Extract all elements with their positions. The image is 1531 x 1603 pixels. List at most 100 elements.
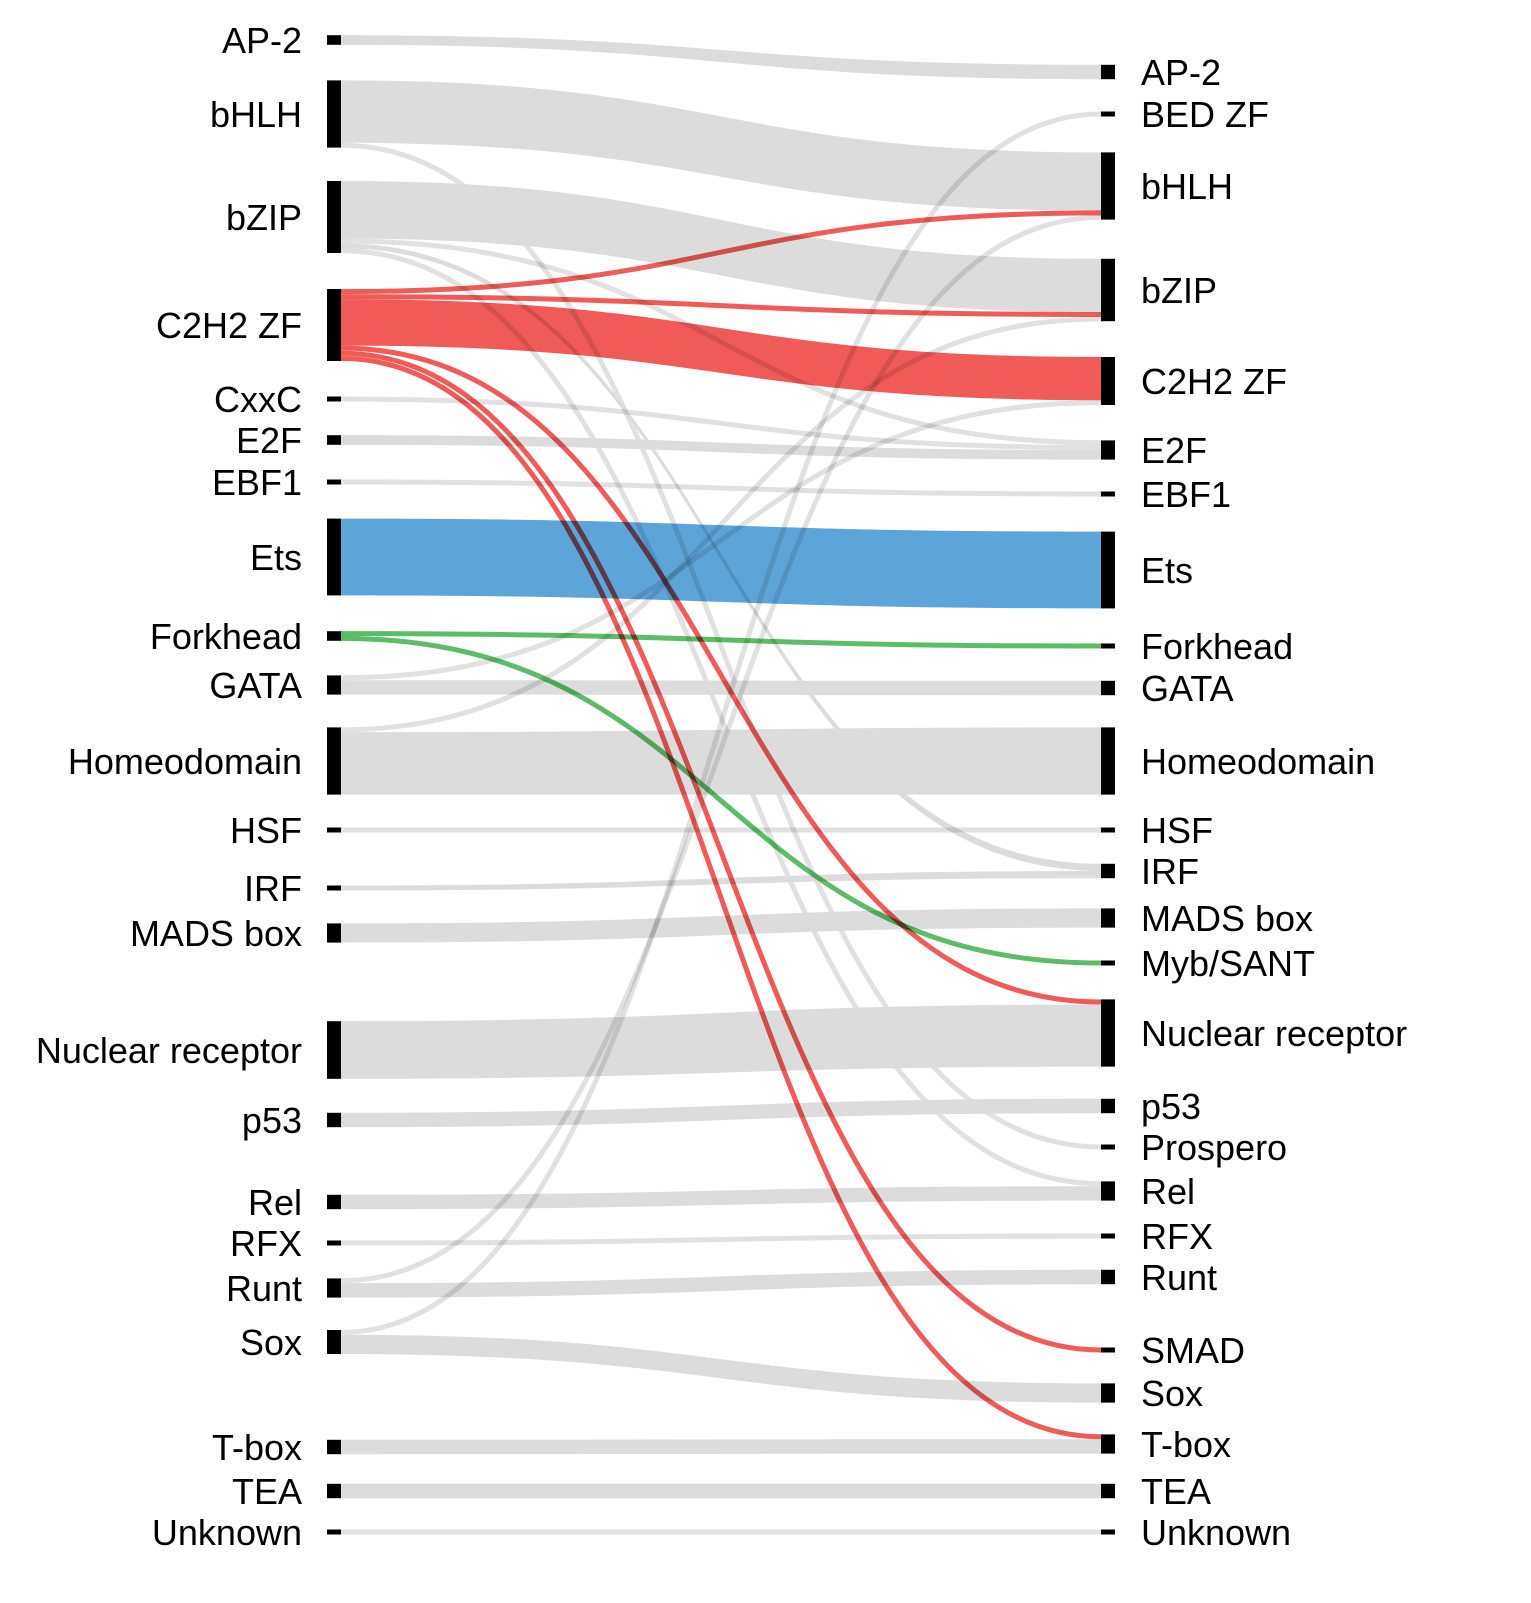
right-label-c2h2-zf: C2H2 ZF bbox=[1141, 361, 1287, 402]
right-label-bed-zf: BED ZF bbox=[1141, 94, 1269, 135]
left-label-runt: Runt bbox=[226, 1268, 302, 1309]
right-node-mads-box bbox=[1101, 908, 1115, 928]
right-label-e2f: E2F bbox=[1141, 430, 1207, 471]
link-bzip-to-bzip bbox=[341, 181, 1101, 313]
left-node-t-box bbox=[327, 1439, 341, 1455]
left-label-e2f: E2F bbox=[236, 420, 302, 461]
link-sox-to-bed-zf bbox=[340, 111, 1102, 1335]
left-label-homeodomain: Homeodomain bbox=[68, 741, 302, 782]
right-label-myb-sant: Myb/SANT bbox=[1141, 943, 1315, 984]
right-node-smad bbox=[1101, 1347, 1115, 1353]
link-c2h2-zf-to-bhlh bbox=[340, 210, 1102, 295]
link-ets-to-ets bbox=[341, 518, 1101, 609]
left-node-bhlh bbox=[327, 80, 341, 148]
right-node-ebf1 bbox=[1101, 491, 1115, 497]
left-node-ets bbox=[327, 518, 341, 596]
link-t-box-to-t-box bbox=[341, 1439, 1101, 1455]
left-label-ap-2: AP-2 bbox=[222, 20, 302, 61]
left-node-gata bbox=[327, 675, 341, 695]
left-label-c2h2-zf: C2H2 ZF bbox=[156, 305, 302, 346]
left-node-forkhead bbox=[327, 631, 341, 641]
left-node-ap-2 bbox=[327, 35, 341, 45]
link-c2h2-zf-to-smad bbox=[340, 350, 1102, 1353]
left-node-irf bbox=[327, 885, 341, 891]
right-node-prospero bbox=[1101, 1144, 1115, 1150]
link-e2f-to-e2f bbox=[341, 435, 1101, 460]
left-node-mads-box bbox=[327, 923, 341, 943]
link-c2h2-zf-to-c2h2-zf bbox=[341, 299, 1101, 401]
left-node-rfx bbox=[327, 1240, 341, 1246]
left-label-ets: Ets bbox=[250, 537, 302, 578]
right-node-hsf bbox=[1101, 827, 1115, 833]
left-node-cxxc bbox=[327, 396, 341, 402]
right-node-runt bbox=[1101, 1269, 1115, 1285]
right-label-ebf1: EBF1 bbox=[1141, 474, 1231, 515]
right-node-sox bbox=[1101, 1383, 1115, 1403]
left-node-rel bbox=[327, 1194, 341, 1210]
right-label-bhlh: bHLH bbox=[1141, 166, 1233, 207]
right-node-nuclear-receptor bbox=[1101, 999, 1115, 1067]
link-p53-to-p53 bbox=[341, 1098, 1101, 1128]
left-label-rfx: RFX bbox=[230, 1223, 302, 1264]
left-node-nuclear-receptor bbox=[327, 1021, 341, 1079]
right-node-t-box bbox=[1101, 1434, 1115, 1454]
link-irf-to-irf bbox=[341, 871, 1101, 891]
right-label-rel: Rel bbox=[1141, 1171, 1195, 1212]
right-label-unknown: Unknown bbox=[1141, 1512, 1291, 1553]
right-label-homeodomain: Homeodomain bbox=[1141, 741, 1375, 782]
highlighted-links-layer bbox=[340, 210, 1102, 1440]
left-node-bzip bbox=[327, 181, 341, 253]
link-rfx-to-rfx bbox=[340, 1233, 1102, 1246]
link-bhlh-to-bhlh bbox=[341, 80, 1101, 211]
right-node-rfx bbox=[1101, 1233, 1115, 1239]
link-c2h2-zf-to-bzip bbox=[340, 294, 1102, 318]
right-label-ets: Ets bbox=[1141, 550, 1193, 591]
left-label-irf: IRF bbox=[244, 868, 302, 909]
left-node-runt bbox=[327, 1278, 341, 1298]
left-node-p53 bbox=[327, 1112, 341, 1128]
left-label-forkhead: Forkhead bbox=[150, 616, 302, 657]
right-label-p53: p53 bbox=[1141, 1086, 1201, 1127]
right-node-ets bbox=[1101, 531, 1115, 609]
link-mads-box-to-mads-box bbox=[341, 908, 1101, 943]
right-node-irf bbox=[1101, 863, 1115, 879]
left-label-nuclear-receptor: Nuclear receptor bbox=[36, 1030, 302, 1071]
link-gata-to-gata bbox=[341, 680, 1101, 696]
link-sox-to-sox bbox=[341, 1334, 1101, 1403]
left-label-t-box: T-box bbox=[212, 1427, 302, 1468]
link-runt-to-bhlh bbox=[340, 214, 1102, 1284]
right-node-ap-2 bbox=[1101, 64, 1115, 80]
left-label-sox: Sox bbox=[240, 1322, 302, 1363]
right-label-forkhead: Forkhead bbox=[1141, 626, 1293, 667]
right-node-gata bbox=[1101, 680, 1115, 696]
left-node-c2h2-zf bbox=[327, 289, 341, 361]
right-label-runt: Runt bbox=[1141, 1257, 1217, 1298]
left-label-unknown: Unknown bbox=[152, 1512, 302, 1553]
right-node-myb-sant bbox=[1101, 960, 1115, 966]
left-node-homeodomain bbox=[327, 727, 341, 795]
right-label-rfx: RFX bbox=[1141, 1216, 1213, 1257]
left-label-gata: GATA bbox=[209, 665, 302, 706]
left-label-bhlh: bHLH bbox=[210, 94, 302, 135]
right-label-t-box: T-box bbox=[1141, 1424, 1231, 1465]
right-label-hsf: HSF bbox=[1141, 810, 1213, 851]
right-node-bed-zf bbox=[1101, 111, 1115, 117]
left-label-tea: TEA bbox=[232, 1471, 302, 1512]
left-label-rel: Rel bbox=[248, 1182, 302, 1223]
link-cxxc-to-e2f bbox=[340, 396, 1102, 451]
left-label-mads-box: MADS box bbox=[130, 913, 302, 954]
right-label-smad: SMAD bbox=[1141, 1330, 1245, 1371]
right-label-tea: TEA bbox=[1141, 1471, 1211, 1512]
left-node-tea bbox=[327, 1483, 341, 1499]
right-node-unknown bbox=[1101, 1529, 1115, 1535]
left-label-hsf: HSF bbox=[230, 810, 302, 851]
left-label-bzip: bZIP bbox=[226, 197, 302, 238]
right-label-mads-box: MADS box bbox=[1141, 898, 1313, 939]
link-homeodomain-to-bzip bbox=[340, 316, 1102, 733]
link-c2h2-zf-to-nuclear-receptor bbox=[340, 345, 1102, 1005]
right-node-tea bbox=[1101, 1483, 1115, 1499]
left-node-ebf1 bbox=[327, 479, 341, 485]
